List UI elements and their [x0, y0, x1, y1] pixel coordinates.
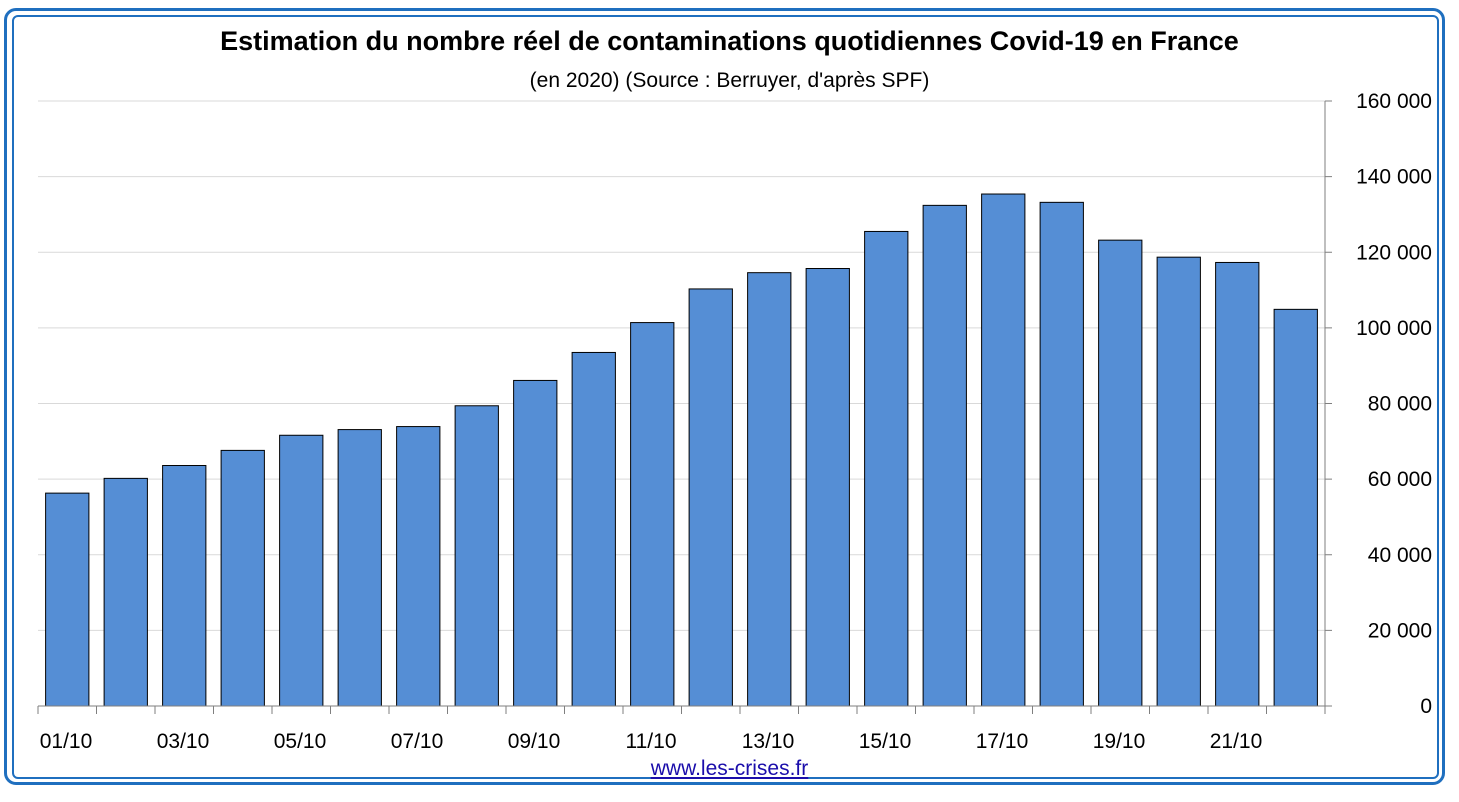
bar-02/10 — [103, 477, 148, 707]
bar-05/10 — [279, 434, 324, 707]
x-tick-label: 17/10 — [976, 730, 1029, 753]
y-tick-label: 0 — [1420, 695, 1432, 718]
y-tick-label: 100 000 — [1356, 317, 1432, 340]
chart-title: Estimation du nombre réel de contaminati… — [220, 26, 1239, 56]
bar-19/10 — [1098, 239, 1143, 707]
x-tick-label: 19/10 — [1093, 730, 1146, 753]
y-tick-label: 120 000 — [1356, 241, 1432, 264]
bar-22/10 — [1273, 308, 1318, 707]
y-tick-label: 80 000 — [1368, 393, 1432, 416]
bar-21/10 — [1215, 261, 1260, 707]
bar-16/10 — [922, 204, 967, 707]
bar-20/10 — [1156, 256, 1201, 707]
bar-10/10 — [571, 351, 616, 707]
bar-15/10 — [864, 230, 909, 707]
bar-04/10 — [220, 449, 265, 707]
bar-03/10 — [162, 465, 207, 707]
bar-07/10 — [396, 426, 441, 707]
x-tick-label: 01/10 — [40, 730, 93, 753]
x-tick-label: 03/10 — [157, 730, 210, 753]
x-tick-label: 21/10 — [1210, 730, 1263, 753]
outer-frame — [4, 8, 1445, 785]
bar-14/10 — [805, 268, 850, 707]
y-axis: 0 20 000 40 000 60 000 80 000 100 000 120 000 1… — [1324, 90, 1432, 718]
y-tick-label: 60 000 — [1368, 468, 1432, 491]
x-tick-label: 11/10 — [626, 730, 677, 753]
y-tick-label: 40 000 — [1368, 544, 1432, 567]
bar-06/10 — [337, 429, 382, 707]
chart-subtitle: (en 2020) (Source : Berruyer, d'après SP… — [529, 69, 930, 92]
source-link[interactable]: www.les-crises.fr — [650, 757, 809, 780]
bar-12/10 — [688, 288, 733, 707]
bar-17/10 — [981, 193, 1026, 707]
x-tick-label: 15/10 — [859, 730, 912, 753]
y-tick-label: 20 000 — [1368, 619, 1432, 642]
bar-09/10 — [513, 379, 558, 707]
bars — [45, 193, 1318, 707]
x-axis: 01/10 03/10 05/10 07/10 09/10 11/10 13/10 15/10… — [37, 705, 1326, 753]
x-tick-label: 13/10 — [742, 730, 795, 753]
y-tick-label: 160 000 — [1356, 90, 1432, 113]
x-tick-label: 07/10 — [391, 730, 444, 753]
bar-11/10 — [630, 322, 675, 707]
y-tick-label: 140 000 — [1356, 166, 1432, 189]
bar-08/10 — [454, 405, 499, 707]
bar-18/10 — [1039, 201, 1084, 707]
x-tick-label: 09/10 — [508, 730, 561, 753]
bar-01/10 — [45, 492, 90, 707]
bar-13/10 — [747, 272, 792, 707]
x-tick-label: 05/10 — [274, 730, 327, 753]
inner-frame — [12, 15, 1439, 779]
